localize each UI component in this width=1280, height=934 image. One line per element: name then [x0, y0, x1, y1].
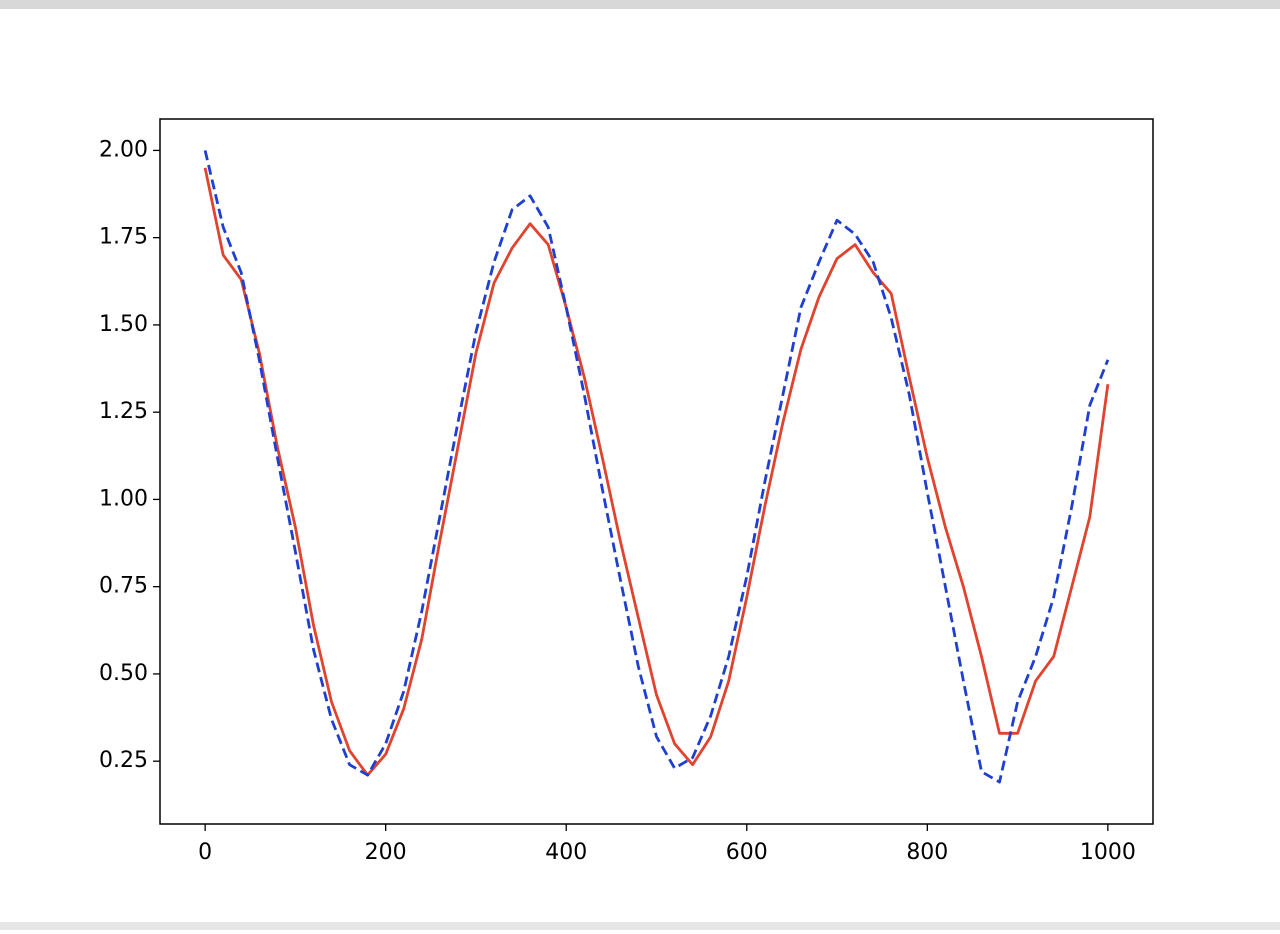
y-tick-label: 2.00: [99, 137, 148, 162]
x-tick-label: 200: [365, 840, 407, 865]
y-tick-label: 1.50: [99, 312, 148, 337]
y-tick-label: 1.25: [99, 399, 148, 424]
y-tick-label: 1.75: [99, 225, 148, 250]
x-tick-label: 0: [198, 840, 212, 865]
window-bottom-bar: [0, 922, 1280, 930]
x-tick-label: 600: [726, 840, 768, 865]
window-title-bar: [0, 0, 1280, 9]
axes-frame: [159, 118, 1154, 825]
series-line: [203, 167, 1110, 777]
y-tick-label: 0.25: [99, 748, 148, 773]
plot-area: 0.25 0.50 0.75 1.00 1.25 1.50 1.75 2.00 0 200 400 6…: [99, 137, 1136, 865]
y-tick-label: 0.50: [99, 661, 148, 686]
y-tick-label: 1.00: [99, 486, 148, 511]
x-tick-label: 800: [906, 840, 948, 865]
series-line: [203, 150, 1110, 784]
y-tick-label: 0.75: [99, 574, 148, 599]
x-tick-label: 1000: [1080, 840, 1136, 865]
x-tick-label: 400: [545, 840, 587, 865]
